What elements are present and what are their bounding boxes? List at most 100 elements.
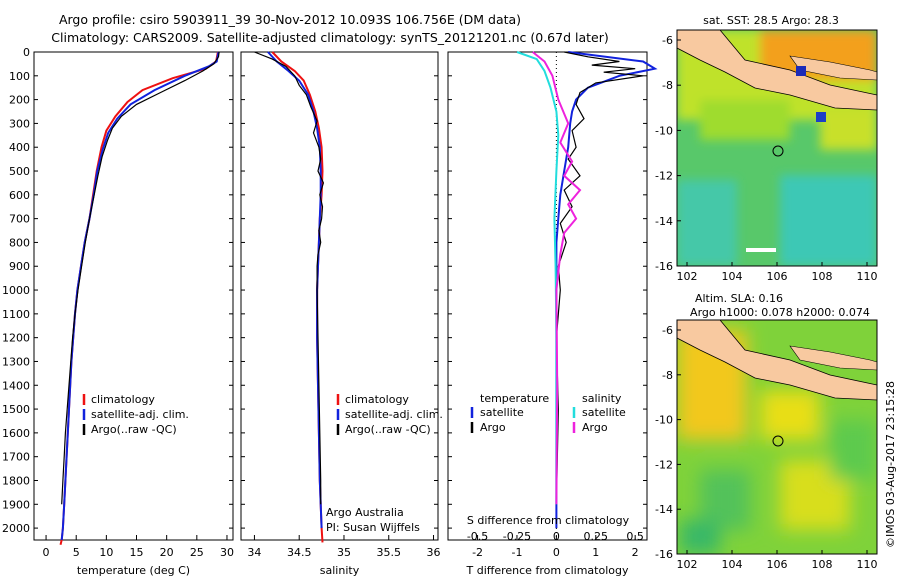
- x-tick-label: 35: [337, 546, 351, 559]
- series-line: [60, 51, 220, 541]
- x-tick-label: 30: [220, 546, 234, 559]
- map-x-tick-label: 102: [677, 558, 698, 571]
- salinity-panel: 34 34.5 35 35.5 36 salinity: [240, 51, 441, 577]
- y-tick-label: 1600: [2, 427, 30, 440]
- map-x-tick-label: 110: [857, 558, 878, 571]
- map-x-tick-label: 106: [767, 270, 788, 283]
- x-tick-label: 36: [427, 546, 441, 559]
- s-tick-label: 0.25: [584, 530, 609, 543]
- series-line: [555, 51, 658, 529]
- y-tick-label: 300: [9, 117, 30, 130]
- sla-ticks: 102 104 106 108 110 -6 -8 -10 -12 -14 -16: [655, 324, 877, 571]
- y-tick-label: 700: [9, 213, 30, 226]
- map-y-tick-label: -10: [655, 124, 673, 137]
- s-tick-label: -0.25: [503, 530, 531, 543]
- map-x-tick-label: 110: [857, 270, 878, 283]
- series-line: [555, 51, 644, 505]
- legend-sat: satellite-adj. clim.: [91, 408, 189, 421]
- x-tick-label: 0: [43, 546, 50, 559]
- map-y-tick-label: -8: [662, 369, 673, 382]
- map-y-tick-label: -16: [655, 260, 673, 273]
- y-tick-label: 1200: [2, 332, 30, 345]
- x-tick-label: 5: [73, 546, 80, 559]
- map-x-tick-label: 104: [722, 558, 743, 571]
- series-line: [516, 51, 560, 505]
- map-y-tick-label: -10: [655, 414, 673, 427]
- sst-ticks: 102 104 106 108 110 -6 -8 -10 -12 -14 -16: [655, 34, 877, 283]
- y-tick-label: 1000: [2, 284, 30, 297]
- map-x-tick-label: 108: [812, 558, 833, 571]
- map-x-tick-label: 104: [722, 270, 743, 283]
- map-x-tick-label: 106: [767, 558, 788, 571]
- legend-s-title: salinity: [582, 392, 622, 405]
- sla-field: [677, 320, 877, 554]
- y-tick-label: 600: [9, 189, 30, 202]
- sst-patch: [816, 112, 826, 122]
- legend-t-title: temperature: [480, 392, 549, 405]
- legend-s-sat: satellite: [582, 406, 626, 419]
- series-line: [267, 51, 323, 529]
- map-y-tick-label: -14: [655, 215, 673, 228]
- coast-detail: [789, 345, 877, 371]
- y-tick-label: 1800: [2, 474, 30, 487]
- scale-bar: [746, 248, 776, 252]
- x-tick-label: 34: [247, 546, 261, 559]
- x-tick-label: 2: [632, 546, 639, 559]
- series-line: [254, 51, 325, 505]
- title-line-1: Argo profile: csiro 5903911_39 30-Nov-20…: [59, 12, 521, 27]
- series-line: [59, 51, 219, 546]
- x-tick-label: 35.5: [377, 546, 402, 559]
- credit-text: ©IMOS 03-Aug-2017 23:15:28: [884, 381, 897, 548]
- sst-patch: [796, 66, 806, 76]
- x-tick-label: 0: [553, 546, 560, 559]
- y-tick-label: 1700: [2, 451, 30, 464]
- legend-argo: Argo(..raw -QC): [345, 423, 431, 436]
- y-tick-label: 900: [9, 260, 30, 273]
- plot-frame: [447, 51, 648, 541]
- y-tick-label: 1100: [2, 308, 30, 321]
- x-tick-label: 20: [160, 546, 174, 559]
- map-y-tick-label: -12: [655, 170, 673, 183]
- sst-map: sat. SST: 28.5 Argo: 28.3: [655, 14, 878, 283]
- map-y-tick-label: -8: [662, 79, 673, 92]
- x-tick-label: -2: [472, 546, 483, 559]
- legend-argo: Argo(..raw -QC): [91, 423, 177, 436]
- y-tick-label: 2000: [2, 522, 30, 535]
- x-tick-label: 15: [130, 546, 144, 559]
- java-coast: [677, 30, 877, 111]
- sst-map-title: sat. SST: 28.5 Argo: 28.3: [703, 14, 839, 27]
- series-line: [61, 51, 220, 505]
- java-coast: [677, 320, 877, 401]
- x-tick-label: 1: [592, 546, 599, 559]
- legend-sat: satellite-adj. clim.: [345, 408, 443, 421]
- x-tick-label: -1: [511, 546, 522, 559]
- s-tick-label: 0.5: [626, 530, 644, 543]
- legend-t-sat: satellite: [480, 406, 524, 419]
- y-tick-label: 1900: [2, 498, 30, 511]
- y-tick-label: 200: [9, 94, 30, 107]
- plot-frame: [240, 51, 439, 541]
- annotation-line-1: Argo Australia: [326, 506, 404, 519]
- map-y-tick-label: -14: [655, 503, 673, 516]
- temperature-legend: climatology satellite-adj. clim. Argo(..…: [82, 393, 189, 436]
- legend-s-argo: Argo: [582, 421, 608, 434]
- s-tick-label: -0.5: [467, 530, 488, 543]
- legend-t-argo: Argo: [480, 421, 506, 434]
- sla-map: Altim. SLA: 0.16 Argo h1000: 0.078 h2000…: [655, 292, 878, 571]
- series-line: [532, 51, 582, 505]
- s-diff-axis-label: S difference from climatology: [467, 514, 630, 527]
- y-tick-label: 1500: [2, 403, 30, 416]
- map-x-tick-label: 102: [677, 270, 698, 283]
- map-y-tick-label: -16: [655, 548, 673, 561]
- y-tick-label: 1400: [2, 379, 30, 392]
- y-tick-label: 400: [9, 141, 30, 154]
- plot-frame: [33, 51, 234, 541]
- series-line: [271, 51, 324, 543]
- difference-panel: -2 -1 0 1 2T difference from climatology -0.5…: [447, 51, 658, 577]
- sla-title-line-1: Altim. SLA: 0.16: [695, 292, 783, 305]
- legend-clim: climatology: [345, 393, 409, 406]
- x-tick-label: 25: [190, 546, 204, 559]
- y-tick-label: 100: [9, 70, 30, 83]
- sst-field: [677, 30, 877, 266]
